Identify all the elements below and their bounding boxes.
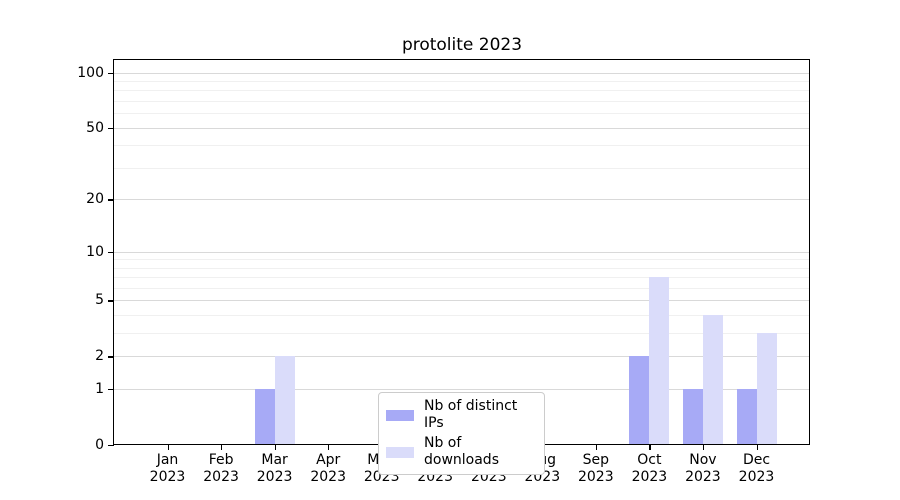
y-tick-mark <box>108 199 114 201</box>
x-tick-label-line: 2023 <box>685 469 721 485</box>
x-tick-label: Nov 2023 <box>663 452 743 486</box>
gridline-minor <box>114 259 810 261</box>
x-tick-label-line: Oct <box>637 452 662 468</box>
legend-label: Nb of distinct IPs <box>424 398 518 431</box>
gridline-minor <box>114 101 810 102</box>
x-tick-label-line: 2023 <box>149 469 186 485</box>
x-tick-mark <box>756 445 758 450</box>
y-tick-mark <box>108 127 114 129</box>
y-tick-label: 10 <box>86 243 104 260</box>
x-tick-label-line: 2023 <box>577 469 614 485</box>
gridline-major <box>114 300 810 302</box>
x-tick-label: Feb 2023 <box>181 452 261 486</box>
y-tick-mark <box>108 251 114 253</box>
y-tick-label: 2 <box>95 348 104 365</box>
gridline-minor <box>114 288 810 289</box>
y-tick-mark <box>108 389 114 391</box>
gridline-major <box>114 251 810 253</box>
y-tick-label: 0 <box>95 437 104 453</box>
legend-label: Nb of downloads <box>424 435 499 468</box>
y-tick-label: 5 <box>95 292 104 309</box>
x-tick-mark <box>221 445 223 450</box>
y-tick-mark <box>108 445 114 447</box>
y-tick-label: 100 <box>77 64 104 81</box>
bar-distinct-ips <box>736 389 757 445</box>
gridline-minor <box>114 277 810 279</box>
legend-swatch-downloads <box>386 446 414 458</box>
bar-distinct-ips <box>682 389 703 445</box>
bar-downloads <box>702 315 723 445</box>
gridline-major <box>114 356 810 358</box>
x-tick-label: Jan 2023 <box>128 452 208 486</box>
bar-downloads <box>274 356 295 445</box>
gridline-minor <box>114 333 810 335</box>
y-tick-mark <box>108 356 114 358</box>
x-tick-mark <box>274 445 276 450</box>
gridline-minor <box>114 167 810 169</box>
x-tick-label-line: Feb <box>208 452 234 468</box>
bar-downloads <box>756 333 777 445</box>
y-tick-label: 1 <box>95 381 104 398</box>
legend-item: Nb of distinct IPs <box>386 398 536 432</box>
legend-item: Nb of downloads <box>386 435 536 469</box>
y-tick-mark <box>108 300 114 302</box>
x-tick-label-line: Apr <box>316 452 341 468</box>
x-tick-label-line: Nov <box>689 452 717 468</box>
gridline-minor <box>114 90 810 92</box>
gridline-minor <box>114 145 810 147</box>
y-tick-mark <box>108 72 114 74</box>
x-tick-label: Dec 2023 <box>717 452 797 486</box>
gridline-minor <box>114 315 810 317</box>
gridline-minor <box>114 267 810 269</box>
gridline-major <box>114 127 810 129</box>
x-tick-mark <box>649 445 651 450</box>
legend-swatch-distinct-ips <box>386 409 414 421</box>
gridline-minor <box>114 81 810 82</box>
x-tick-label: Apr 2023 <box>288 452 368 486</box>
legend: Nb of distinct IPs Nb of downloads <box>378 392 545 475</box>
gridline-major <box>114 199 810 201</box>
x-tick-label-line: 2023 <box>738 469 775 485</box>
gridline-major <box>114 389 810 391</box>
x-tick-label: Sep 2023 <box>556 452 636 486</box>
x-tick-label-line: 2023 <box>310 469 346 485</box>
x-tick-label: Mar 2023 <box>235 452 315 486</box>
bar-distinct-ips <box>254 389 275 445</box>
y-tick-label: 20 <box>86 191 104 208</box>
x-tick-label-line: Sep <box>582 452 609 468</box>
x-tick-label-line: 2023 <box>631 469 668 485</box>
x-tick-mark <box>167 445 169 450</box>
x-tick-label-line: 2023 <box>203 469 239 485</box>
chart-title: protolite 2023 <box>401 35 523 55</box>
x-tick-label-line: Mar <box>261 452 288 468</box>
x-tick-label-line: Dec <box>742 452 771 468</box>
x-tick-mark <box>702 445 705 450</box>
x-tick-label: Oct 2023 <box>609 452 689 486</box>
x-tick-label-line: 2023 <box>256 469 293 485</box>
gridline-major <box>114 72 810 74</box>
x-tick-mark <box>328 445 330 450</box>
y-tick-label: 50 <box>86 119 104 136</box>
x-tick-mark <box>595 445 598 450</box>
gridline-minor <box>114 113 810 115</box>
x-tick-label-line: Jan <box>156 452 179 468</box>
bar-downloads <box>649 277 670 445</box>
bar-distinct-ips <box>629 356 650 445</box>
